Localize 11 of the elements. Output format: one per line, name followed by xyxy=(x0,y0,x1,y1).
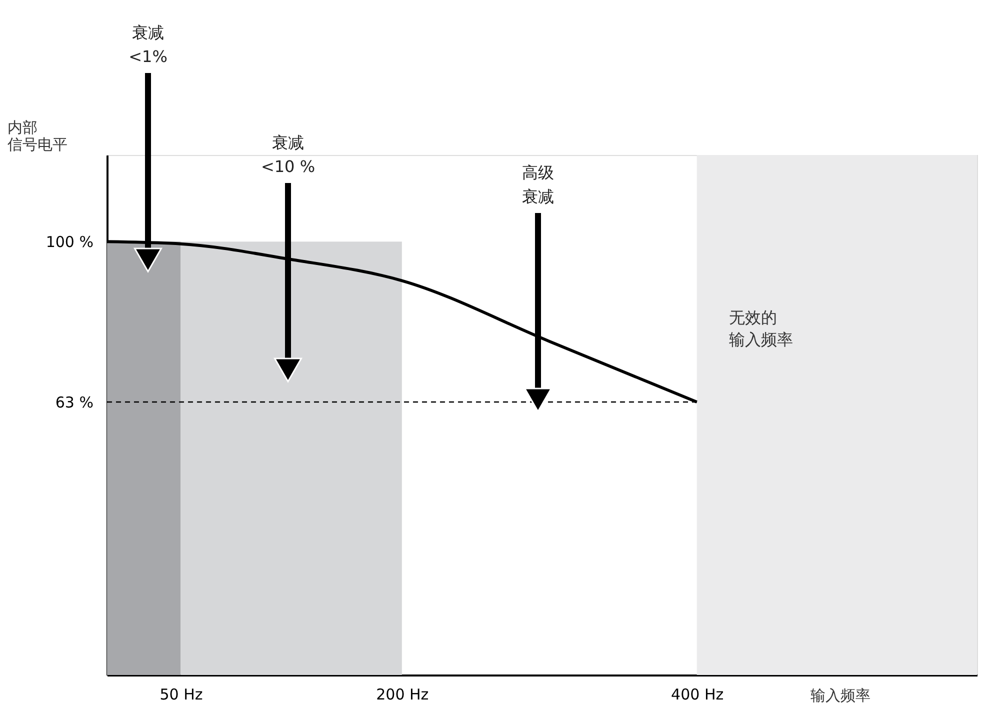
x-tick-label: 50 Hz xyxy=(160,686,203,704)
annotation: 衰减 <10 % xyxy=(260,133,316,176)
y-tick-label: 63 % xyxy=(55,394,94,412)
y-tick-label: 100 % xyxy=(46,233,94,252)
x-axis-title: 输入频率 xyxy=(810,686,870,704)
y-axis-title: 内部信号电平 xyxy=(8,118,68,154)
annotation: 高级衰减 xyxy=(522,163,554,206)
x-tick-label: 200 Hz xyxy=(376,686,429,704)
text: 衰减 <1% xyxy=(128,23,168,66)
x-tick-label: 400 Hz xyxy=(671,686,724,704)
band-label: 无效的输入频率 xyxy=(728,308,793,349)
